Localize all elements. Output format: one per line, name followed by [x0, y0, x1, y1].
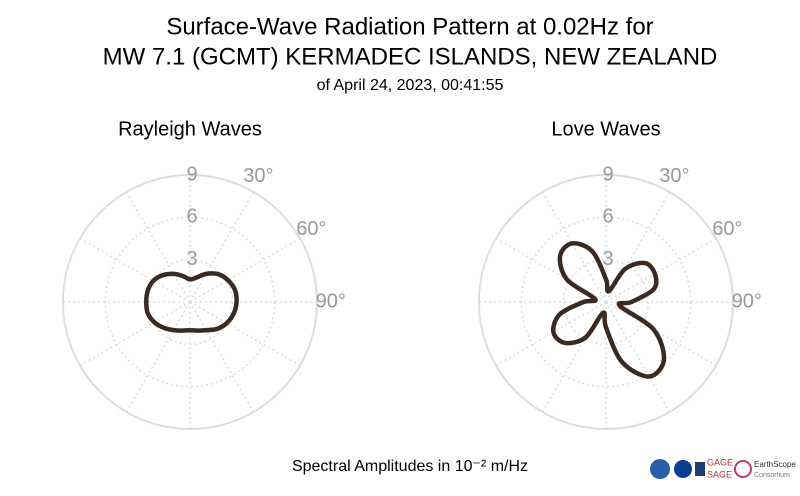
r-tick-label: 3 [602, 248, 613, 270]
pattern-curve [144, 271, 239, 333]
spoke [605, 301, 717, 367]
ring [104, 216, 276, 388]
spoke [79, 301, 191, 367]
theta-tick-label: 30° [243, 165, 273, 187]
spoke [79, 237, 191, 303]
logo-text: SAGE [707, 469, 732, 479]
theta-tick-label: 90° [732, 290, 762, 312]
spoke [189, 301, 255, 413]
spoke [189, 191, 255, 303]
logos: GAGE SAGE EarthScope Consortium [650, 457, 796, 479]
ring [62, 174, 318, 430]
logo [650, 459, 670, 479]
spoke [541, 191, 607, 303]
pattern-curve [551, 240, 667, 379]
ring [146, 258, 234, 346]
title-line: MW 7.1 (GCMT) KERMADEC ISLANDS, NEW ZEAL… [103, 43, 718, 70]
theta-tick-label: 30° [659, 165, 689, 187]
logo-text: GAGE [707, 457, 733, 467]
spoke [495, 301, 607, 367]
spoke [125, 191, 191, 303]
subplot-title: Rayleigh Waves [118, 118, 262, 140]
r-tick-label: 6 [602, 206, 613, 228]
theta-tick-label: 60° [712, 218, 742, 240]
theta-tick-label: 90° [316, 290, 346, 312]
logo [734, 460, 752, 478]
spoke [605, 301, 671, 413]
ring [478, 174, 734, 430]
spoke [189, 301, 301, 367]
r-tick-label: 3 [186, 248, 197, 270]
logo-text: Consortium [754, 472, 790, 479]
theta-tick-label: 60° [296, 218, 326, 240]
r-tick-label: 9 [602, 163, 613, 185]
title-line: Surface-Wave Radiation Pattern at 0.02Hz… [166, 13, 653, 40]
subplot-title: Love Waves [551, 118, 660, 140]
r-tick-label: 9 [186, 163, 197, 185]
logo [674, 460, 692, 478]
logo [695, 462, 705, 476]
x-axis-label: Spectral Amplitudes in 10⁻² m/Hz [292, 458, 528, 475]
spoke [189, 237, 301, 303]
r-tick-label: 6 [186, 206, 197, 228]
spoke [605, 237, 717, 303]
ring [520, 216, 692, 388]
ring [562, 258, 650, 346]
spoke [125, 301, 191, 413]
subtitle: of April 24, 2023, 00:41:55 [317, 77, 504, 94]
logo-text: EarthScope [754, 460, 796, 469]
